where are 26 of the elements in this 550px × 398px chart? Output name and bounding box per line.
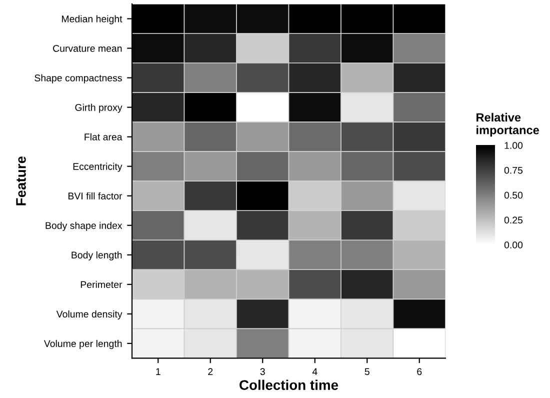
y-tick-label: Volume density xyxy=(56,310,122,320)
y-tick-label: Curvature mean xyxy=(53,44,122,52)
y-tick-label: Eccentricity xyxy=(73,162,122,172)
y-tick-label: Body length xyxy=(72,251,122,260)
y-tick-label: Body shape index xyxy=(46,222,122,231)
x-tick-label: 1 xyxy=(156,368,160,375)
x-tick-label: 5 xyxy=(364,368,370,376)
color-bar-label: 0.00 xyxy=(504,242,523,248)
color-bar-label: 1.00 xyxy=(504,142,523,149)
color-bar-label: 0.75 xyxy=(504,166,523,174)
x-axis-title: Collection time xyxy=(240,380,338,390)
color-bar-label: 0.25 xyxy=(504,216,523,224)
x-tick-label: 6 xyxy=(417,368,422,376)
x-tick-label: 3 xyxy=(260,368,265,376)
y-tick-label: Volume per length xyxy=(44,340,122,349)
y-tick-label: Girth proxy xyxy=(75,104,122,113)
x-tick-label: 2 xyxy=(208,368,213,375)
color-bar-title: Relative importance xyxy=(476,112,539,137)
y-tick-label: Shape compactness xyxy=(34,74,122,84)
color-bar-label: 0.50 xyxy=(504,192,523,199)
y-tick-label: Median height xyxy=(62,15,122,24)
y-tick-label: BVI fill factor xyxy=(68,192,122,200)
y-tick-label: Perimeter xyxy=(80,280,122,288)
x-tick-label: 4 xyxy=(312,368,318,375)
y-axis-title: Feature xyxy=(16,156,26,206)
y-tick-label: Flat area xyxy=(84,133,122,140)
